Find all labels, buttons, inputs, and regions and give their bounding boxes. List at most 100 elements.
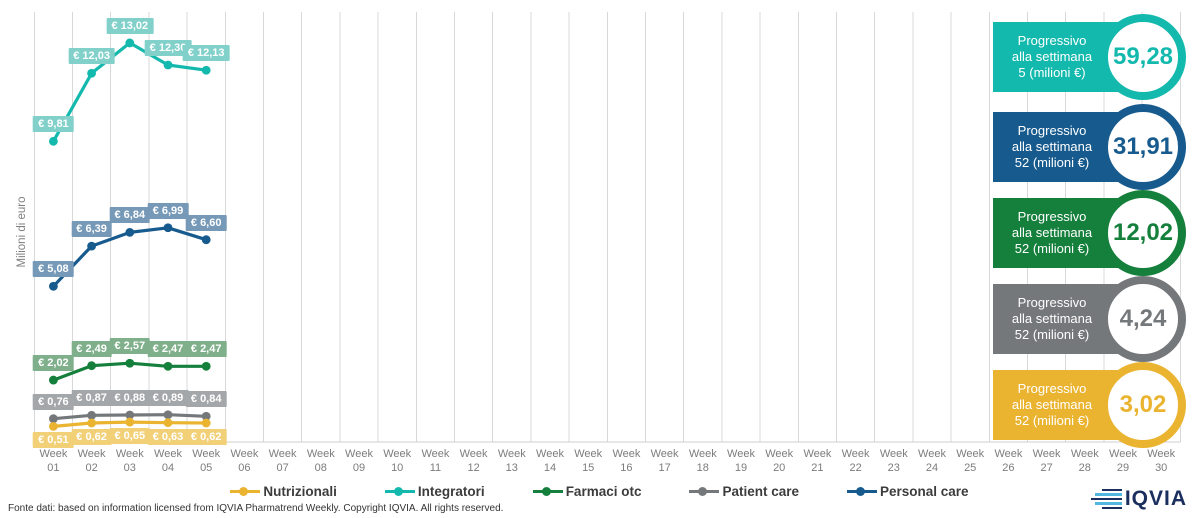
data-point <box>201 65 211 75</box>
week-tick-label: Week <box>116 448 144 460</box>
chart-legend: Nutrizionali Integratori Farmaci otc Pat… <box>0 484 1199 499</box>
legend-item-patient-care: Patient care <box>689 484 799 499</box>
y-axis-title: Milioni di euro <box>16 197 28 268</box>
card-label-line: alla settimana <box>1011 311 1093 326</box>
line-dot-marker-icon <box>384 487 415 496</box>
week-tick-label: Week <box>651 448 679 460</box>
week-tick-label: Week <box>574 448 602 460</box>
card-label-line: Progressivo <box>1017 295 1087 310</box>
data-point <box>163 410 173 420</box>
week-tick-label: 05 <box>200 462 212 474</box>
card-value: 12,02 <box>1112 219 1174 246</box>
week-tick-label: Week <box>154 448 182 460</box>
iqvia-logo: IQVIA <box>1090 487 1187 511</box>
iqvia-bars-icon <box>1090 488 1122 510</box>
legend-item-integratori: Integratori <box>384 484 485 499</box>
week-tick-label: Week <box>192 448 220 460</box>
week-tick-label: 09 <box>353 462 365 474</box>
data-point <box>87 241 96 251</box>
legend-label: Farmaci otc <box>565 484 642 499</box>
data-point <box>87 361 96 371</box>
data-point <box>49 421 58 431</box>
card-value-circle: 4,24 <box>1100 276 1186 362</box>
week-tick-label: Week <box>1109 448 1137 460</box>
legend-label: Patient care <box>722 484 800 499</box>
data-point <box>163 60 173 70</box>
data-point <box>163 361 173 371</box>
data-point <box>163 223 173 233</box>
data-point <box>201 418 211 428</box>
card-value-circle: 31,91 <box>1100 104 1186 190</box>
week-tick-label: Week <box>1071 448 1099 460</box>
line-dot-marker-icon <box>230 487 261 496</box>
card-label: Progressivo alla settimana 52 (milioni €… <box>995 381 1109 429</box>
legend-item-nutrizionali: Nutrizionali <box>230 484 337 499</box>
card-label: Progressivo alla settimana 5 (milioni €) <box>995 33 1109 81</box>
week-tick-label: 04 <box>162 462 174 474</box>
week-tick-label: Week <box>727 448 755 460</box>
week-tick-label: Week <box>39 448 67 460</box>
legend-item-personal-care: Personal care <box>847 484 969 499</box>
card-label-line: 52 (milioni €) <box>1014 413 1090 428</box>
card-label-line: 52 (milioni €) <box>1014 327 1090 342</box>
week-tick-label: 11 <box>430 462 441 474</box>
iqvia-logo-text: IQVIA <box>1124 487 1187 510</box>
week-tick-label: 29 <box>1117 462 1129 474</box>
legend-label: Integratori <box>417 484 485 499</box>
card-label-line: Progressivo <box>1017 209 1087 224</box>
week-tick-label: Week <box>78 448 106 460</box>
card-label-line: Progressivo <box>1017 123 1087 138</box>
week-tick-label: 23 <box>888 462 900 474</box>
weekly-trend-chart: Week 01 Week 02 Week 03 Week 04 Week 05 Week 06 Week… <box>16 12 1181 474</box>
week-tick-label: Week <box>498 448 526 460</box>
week-tick-label: 07 <box>276 462 288 474</box>
card-label-line: Progressivo <box>1017 381 1087 396</box>
week-tick-label: Week <box>345 448 373 460</box>
week-tick-label: 17 <box>658 462 670 474</box>
data-point <box>87 410 96 420</box>
week-tick-label: Week <box>842 448 870 460</box>
card-label-line: alla settimana <box>1011 49 1093 64</box>
card-label-line: alla settimana <box>1011 397 1093 412</box>
week-tick-label: 30 <box>1155 462 1167 474</box>
card-label-line: 52 (milioni €) <box>1014 241 1090 256</box>
data-point <box>201 235 211 245</box>
week-tick-label: Week <box>230 448 258 460</box>
week-tick-label: 22 <box>849 462 861 474</box>
week-tick-label: 19 <box>735 462 747 474</box>
progress-card-farmaci-otc: Progressivo alla settimana 52 (milioni €… <box>993 190 1193 276</box>
week-tick-label: Week <box>307 448 335 460</box>
card-value: 59,28 <box>1112 43 1174 70</box>
week-tick-label: 16 <box>620 462 632 474</box>
data-point <box>125 410 135 420</box>
week-tick-label: 12 <box>467 462 479 474</box>
data-point <box>49 375 58 385</box>
week-tick-label: Week <box>383 448 411 460</box>
week-tick-label: 10 <box>391 462 403 474</box>
legend-label: Nutrizionali <box>263 484 337 499</box>
week-tick-label: Week <box>460 448 488 460</box>
card-value: 3,02 <box>1119 391 1167 418</box>
data-point <box>125 358 135 368</box>
week-tick-label: 25 <box>964 462 976 474</box>
progress-card-patient-care: Progressivo alla settimana 52 (milioni €… <box>993 276 1193 362</box>
line-dot-marker-icon <box>532 487 563 496</box>
week-tick-label: 14 <box>544 462 556 474</box>
card-value-circle: 59,28 <box>1100 14 1186 100</box>
week-tick-label: 20 <box>773 462 785 474</box>
data-point <box>87 418 96 428</box>
card-label-line: alla settimana <box>1011 225 1093 240</box>
week-tick-label: 26 <box>1002 462 1014 474</box>
card-value: 31,91 <box>1112 133 1174 160</box>
week-tick-label: Week <box>765 448 793 460</box>
week-tick-label: 01 <box>47 462 59 474</box>
data-point <box>49 136 58 146</box>
data-point <box>49 414 58 424</box>
week-tick-label: Week <box>421 448 449 460</box>
line-dot-marker-icon <box>689 487 720 496</box>
week-tick-label: Week <box>269 448 297 460</box>
card-label: Progressivo alla settimana 52 (milioni €… <box>995 295 1109 343</box>
progress-card-personal-care: Progressivo alla settimana 52 (milioni €… <box>993 104 1193 190</box>
series-line-integratori <box>51 41 208 143</box>
